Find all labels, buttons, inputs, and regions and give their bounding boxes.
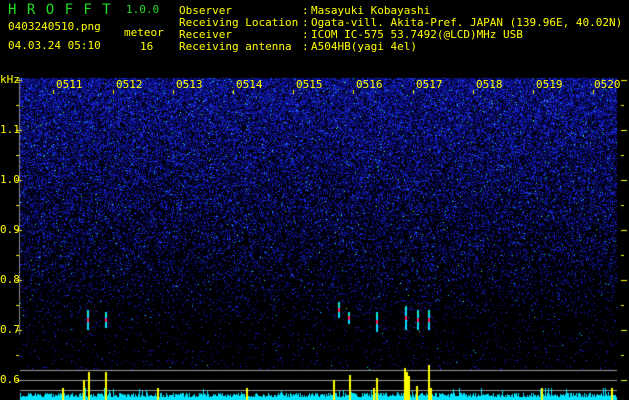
time-label: 0511 bbox=[56, 78, 83, 91]
meteor-count: 16 bbox=[140, 40, 154, 53]
info-label: Observer bbox=[179, 4, 232, 17]
y-tick-label: 0.6 bbox=[0, 373, 20, 386]
time-label: 0515 bbox=[296, 78, 323, 91]
meteor-label: meteor bbox=[124, 26, 164, 39]
time-label: 0520 bbox=[594, 78, 621, 91]
y-tick-label: 0.7 bbox=[0, 323, 20, 336]
info-value: Masayuki Kobayashi bbox=[311, 4, 431, 17]
info-label: Receiver bbox=[179, 28, 232, 41]
time-label: 0514 bbox=[236, 78, 263, 91]
app-title: H R O F F T bbox=[8, 2, 112, 18]
time-label: 0519 bbox=[536, 78, 563, 91]
info-value: A504HB(yagi 4el) bbox=[311, 40, 417, 53]
file-datetime: 04.03.24 05:10 bbox=[8, 39, 101, 52]
info-value: Ogata-vill. Akita-Pref. JAPAN (139.96E, … bbox=[311, 16, 623, 29]
time-label: 0516 bbox=[356, 78, 383, 91]
info-sep: : bbox=[302, 16, 309, 29]
info-sep: : bbox=[302, 40, 309, 53]
app-version: 1.0.0 bbox=[126, 3, 160, 16]
info-value: ICOM IC-575 53.7492(@LCD)MHz USB bbox=[311, 28, 523, 41]
spectrogram bbox=[0, 70, 629, 400]
y-axis-unit: kHz bbox=[0, 73, 20, 86]
time-label: 0517 bbox=[416, 78, 443, 91]
y-tick-label: 1.1 bbox=[0, 123, 20, 136]
info-label: Receiving antenna bbox=[179, 40, 292, 53]
time-label: 0518 bbox=[476, 78, 503, 91]
time-label: 0513 bbox=[176, 78, 203, 91]
time-label: 0512 bbox=[116, 78, 143, 91]
info-sep: : bbox=[302, 4, 309, 17]
file-name: 0403240510.png bbox=[8, 20, 101, 33]
info-label: Receiving Location bbox=[179, 16, 299, 29]
y-tick-label: 0.8 bbox=[0, 273, 20, 286]
y-tick-label: 0.9 bbox=[0, 223, 20, 236]
y-tick-label: 1.0 bbox=[0, 173, 20, 186]
info-sep: : bbox=[302, 28, 309, 41]
